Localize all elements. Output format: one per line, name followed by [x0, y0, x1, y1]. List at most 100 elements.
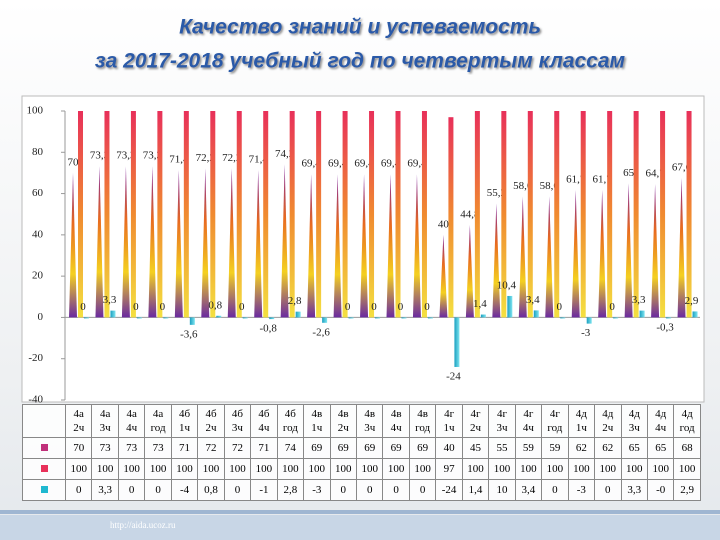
bar — [421, 111, 427, 318]
bar — [189, 317, 195, 325]
bar — [533, 310, 539, 318]
bar — [183, 111, 189, 318]
bar — [136, 317, 142, 319]
category-label: 4г 4ч — [514, 404, 543, 438]
table-cell: 100 — [620, 458, 648, 480]
bar — [316, 111, 322, 318]
bar — [216, 315, 222, 318]
category-label: 4г 1ч — [435, 404, 463, 438]
table-corner — [22, 404, 66, 438]
table-cell: 100 — [329, 458, 357, 480]
bar — [501, 111, 507, 318]
table-cell: 69 — [329, 437, 357, 459]
bar — [454, 317, 460, 367]
table-cell: 0 — [144, 479, 172, 501]
bar — [580, 111, 586, 318]
data-label: 0,8 — [208, 299, 222, 311]
category-label: 4г 2ч — [461, 404, 490, 438]
bar — [571, 190, 580, 318]
table-cell: 69 — [303, 437, 331, 459]
data-label: -0,3 — [656, 322, 674, 334]
bar — [692, 311, 698, 318]
table-cell: 0 — [64, 479, 93, 501]
table-cell: -4 — [170, 479, 199, 501]
table-cell: 59 — [514, 437, 543, 459]
legend-swatch — [40, 465, 48, 472]
bar — [295, 311, 301, 318]
table-cell: 100 — [170, 458, 199, 480]
data-label: 2,9 — [685, 295, 699, 307]
bar — [307, 174, 316, 318]
bar — [210, 111, 216, 318]
table-cell: 100 — [64, 458, 93, 480]
bar — [427, 317, 433, 319]
data-table: 4а 2ч 4а 3ч 4а 4ч 4а год 4б 1ч 4б 2ч 4б 3ч 4б 4… — [22, 404, 701, 501]
bar — [545, 196, 554, 318]
table-cell: 40 — [435, 437, 463, 459]
bar — [607, 111, 613, 318]
table-cell: 0 — [382, 479, 410, 501]
table-cell: 70 — [64, 437, 93, 459]
table-cell: 72 — [223, 437, 252, 459]
table-cell: 100 — [673, 458, 701, 480]
table-cell: 3,4 — [514, 479, 543, 501]
data-label: 3,3 — [632, 294, 646, 306]
bar — [130, 111, 136, 318]
footer-band — [0, 515, 720, 540]
bar — [84, 317, 89, 319]
data-label: 70 — [68, 156, 80, 168]
bar — [269, 317, 275, 320]
bar — [236, 111, 242, 318]
bar — [639, 310, 645, 318]
bar — [395, 111, 401, 318]
category-label: 4в год — [408, 404, 437, 438]
category-label: 4в 2ч — [329, 404, 357, 438]
table-cell: 73 — [117, 437, 146, 459]
table-cell: 1,4 — [461, 479, 490, 501]
bar — [686, 111, 692, 318]
table-cell: 100 — [355, 458, 384, 480]
table-cell: 100 — [250, 458, 278, 480]
table-cell: -1 — [250, 479, 278, 501]
table-cell: 100 — [408, 458, 437, 480]
bar — [263, 111, 269, 318]
table-cell: 2,9 — [673, 479, 701, 501]
data-label: 0 — [133, 301, 139, 313]
table-cell: 65 — [646, 437, 675, 459]
bar — [386, 174, 395, 318]
table-cell: 10 — [488, 479, 516, 501]
bar — [69, 172, 77, 318]
data-label: 40 — [438, 218, 450, 230]
bar — [660, 111, 666, 318]
category-label: 4д 1ч — [567, 404, 596, 438]
bar — [439, 234, 448, 318]
table-cell: 55 — [488, 437, 516, 459]
category-label: 4б 1ч — [170, 404, 199, 438]
data-label: 2,8 — [288, 295, 302, 307]
bar — [280, 164, 289, 318]
data-label: 0 — [609, 301, 615, 313]
bar — [78, 111, 83, 318]
category-label: 4а 3ч — [91, 404, 119, 438]
table-cell: 45 — [461, 437, 490, 459]
table-cell: 0 — [594, 479, 622, 501]
data-label: 74,2 — [275, 148, 294, 160]
data-label: 0 — [80, 301, 86, 313]
bar — [289, 111, 295, 318]
y-tick-label: -20 — [28, 352, 43, 364]
data-label: 55,2 — [487, 187, 506, 199]
table-cell: 100 — [303, 458, 331, 480]
table-cell: 100 — [646, 458, 675, 480]
bar — [613, 317, 619, 319]
table-cell: 71 — [170, 437, 199, 459]
table-cell: 0 — [355, 479, 384, 501]
chart-subtitle: за 2017-2018 учебный год по четвертым кл… — [95, 50, 626, 73]
bar — [375, 317, 381, 319]
bar — [227, 168, 236, 318]
legend-key — [22, 458, 66, 480]
table-cell: 69 — [408, 437, 437, 459]
chart-title: Качество знаний и успеваемость — [179, 16, 541, 39]
table-cell: -24 — [435, 479, 463, 501]
table-cell: 100 — [488, 458, 516, 480]
